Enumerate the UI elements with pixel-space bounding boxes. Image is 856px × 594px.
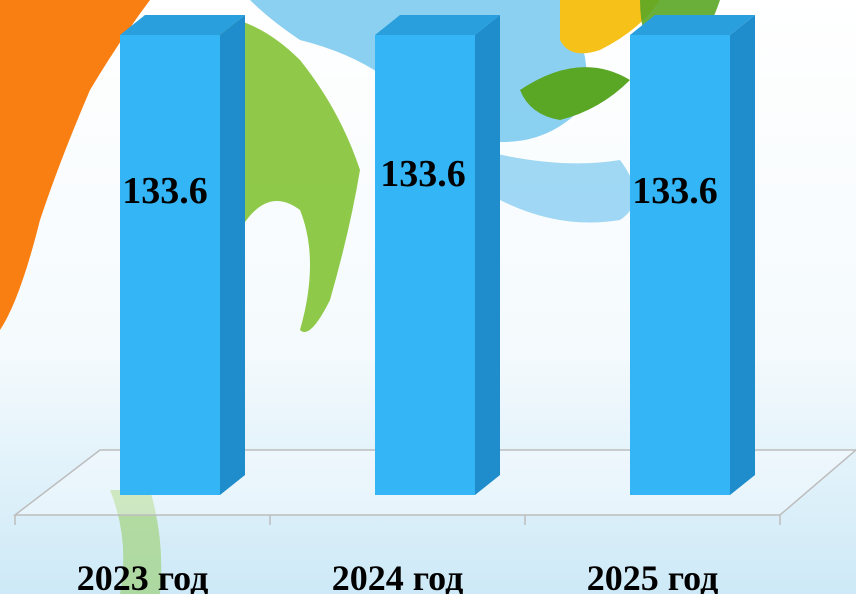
value-label: 133.6 xyxy=(380,153,466,195)
bar xyxy=(630,15,755,495)
bar-side xyxy=(475,15,500,495)
bar-side xyxy=(220,15,245,495)
value-label: 133.6 xyxy=(122,170,208,212)
bar-front xyxy=(120,35,220,495)
bar-front xyxy=(630,35,730,495)
bar-side xyxy=(730,15,755,495)
x-tick-label: 2023 год xyxy=(77,558,209,594)
bar xyxy=(120,15,245,495)
bar-front xyxy=(375,35,475,495)
bar xyxy=(375,15,500,495)
value-label: 133.6 xyxy=(632,170,718,212)
chart: 133.6 2023 год 133.6 2024 год 133.6 2025 год xyxy=(0,0,856,594)
x-tick-label: 2024 год xyxy=(332,558,464,594)
x-tick-label: 2025 год xyxy=(587,558,719,594)
